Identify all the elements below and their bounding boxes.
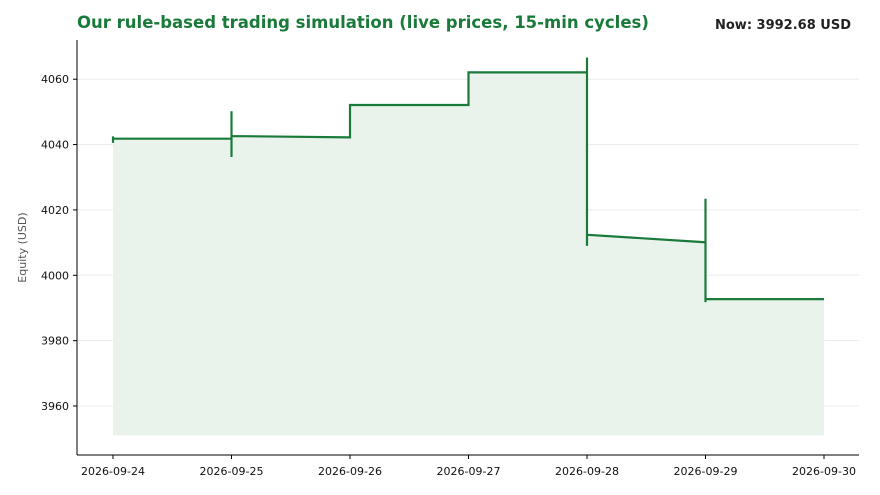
y-tick-label-4040: 4040 [41,139,69,152]
equity-series-line [111,57,824,303]
chart-title: Our rule-based trading simulation (live … [77,13,649,32]
y-tick-label-4020: 4020 [41,204,69,217]
x-tick-label-2026-09-24: 2026-09-24 [81,465,145,478]
y-tick-label-3980: 3980 [41,335,69,348]
y-tick-label-4060: 4060 [41,73,69,86]
y-tick-label-3960: 3960 [41,400,69,413]
y-axis-label: Equity (USD) [16,212,29,282]
now-equity-readout: Now: 3992.68 USD [715,18,851,33]
y-tick-label-4000: 4000 [41,269,69,282]
x-tick-label-2026-09-28: 2026-09-28 [555,465,619,478]
x-tick-label-2026-09-29: 2026-09-29 [674,465,738,478]
x-tick-label-2026-09-25: 2026-09-25 [200,465,264,478]
equity-area-fill [113,57,824,436]
x-tick-label-2026-09-30: 2026-09-30 [792,465,856,478]
x-tick-label-2026-09-26: 2026-09-26 [318,465,382,478]
x-tick-label-2026-09-27: 2026-09-27 [437,465,501,478]
